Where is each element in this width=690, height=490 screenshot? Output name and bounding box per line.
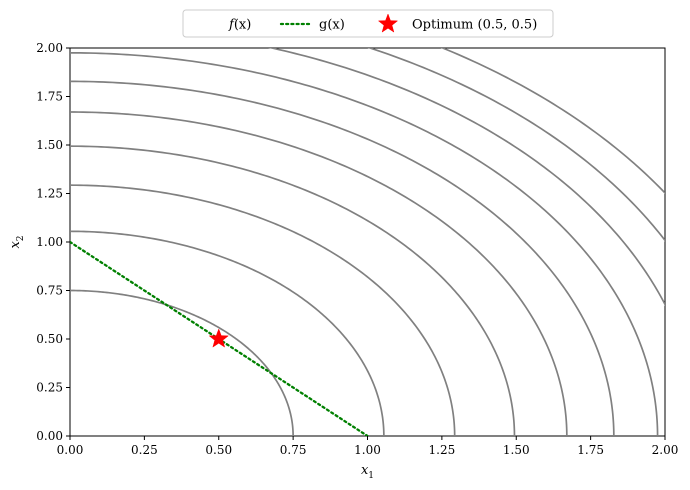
x-tick-label: 2.00 [652, 443, 679, 457]
x-tick-label: 1.25 [429, 443, 456, 457]
contour-line-1 [70, 289, 294, 436]
x-tick-label: 0.00 [57, 443, 84, 457]
y-tick-label: 0.25 [36, 381, 63, 395]
contour-line-9 [367, 48, 665, 242]
x-tick-label: 0.50 [205, 443, 232, 457]
contour-line-4 [70, 145, 516, 436]
y-tick-label: 1.25 [36, 187, 63, 201]
contour-line-10 [440, 48, 665, 195]
x-tick-label: 1.75 [577, 443, 604, 457]
plot-clip-group [70, 48, 665, 436]
x-tick-label: 1.50 [503, 443, 530, 457]
y-tick-label: 1.75 [36, 90, 63, 104]
contour-line-3 [70, 184, 456, 436]
y-axis-label: x2 [8, 235, 26, 248]
y-tick-label: 2.00 [36, 41, 63, 55]
axes: 0.00 0.25 0.50 0.75 1.00 1.25 1.50 1.75 2.00 0.00… [8, 41, 678, 481]
legend-handle-optimum-star [377, 13, 399, 33]
y-tick-label: 1.00 [36, 235, 63, 249]
contour-line-2 [70, 230, 385, 436]
x-tick-label: 1.00 [354, 443, 381, 457]
y-tick-label: 1.50 [36, 138, 63, 152]
contour-line-8 [267, 48, 665, 307]
plot-area [70, 48, 665, 436]
legend-label-optimum: Optimum (0.5, 0.5) [412, 18, 537, 33]
y-tick-label: 0.50 [36, 332, 63, 346]
x-axis-label: x1 [361, 463, 374, 481]
contour-line-7 [70, 52, 659, 436]
contour-line-5 [70, 111, 568, 436]
legend-label-gx: g(x) [319, 18, 345, 33]
legend-box [182, 9, 554, 38]
x-tick-label: 0.75 [280, 443, 307, 457]
legend: f(x) g(x) Optimum (0.5, 0.5) [182, 9, 554, 38]
y-tick-label: 0.00 [36, 429, 63, 443]
contour-line-6 [70, 80, 615, 436]
y-tick-label: 0.75 [36, 284, 63, 298]
x-tick-label: 0.25 [131, 443, 158, 457]
legend-label-fx: f(x) [228, 18, 251, 33]
optimum-star-marker [208, 328, 229, 348]
